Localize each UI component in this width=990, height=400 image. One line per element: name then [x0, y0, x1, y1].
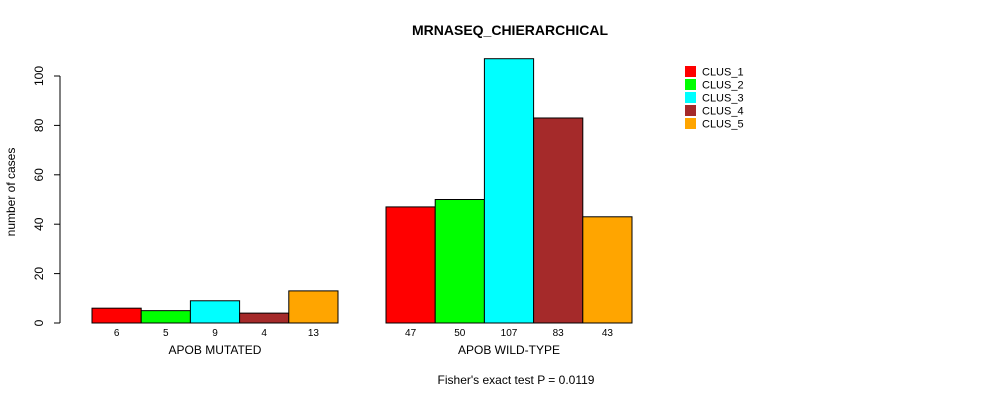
- legend-swatch: [685, 105, 696, 116]
- bar-value-label: 9: [212, 328, 218, 339]
- legend-label: CLUS_1: [702, 67, 744, 79]
- legend-swatch: [685, 92, 696, 103]
- group-label: APOB MUTATED: [169, 343, 262, 357]
- bar-value-label: 13: [308, 328, 320, 339]
- y-tick-label: 80: [32, 118, 46, 132]
- y-tick-label: 0: [32, 319, 46, 326]
- legend-swatch: [685, 118, 696, 129]
- y-tick-label: 20: [32, 267, 46, 281]
- bars: [91, 58, 633, 324]
- bar: [533, 117, 584, 324]
- group-label: APOB WILD-TYPE: [458, 343, 560, 357]
- bar-value-label: 43: [602, 328, 614, 339]
- y-tick-label: 40: [32, 217, 46, 231]
- bar: [288, 290, 339, 324]
- y-tick-label: 100: [32, 66, 46, 86]
- bar-value-label: 107: [501, 328, 518, 339]
- bar: [140, 310, 191, 324]
- legend-label: CLUS_5: [702, 119, 744, 131]
- bar: [483, 58, 535, 324]
- footnote: Fisher's exact test P = 0.0119: [438, 373, 595, 387]
- bar-value-label: 50: [454, 328, 466, 339]
- bar-value-label: 47: [405, 328, 417, 339]
- y-axis-label: number of cases: [4, 148, 18, 237]
- bar: [189, 300, 241, 324]
- bar-value-label: 5: [163, 328, 169, 339]
- value-labels: 6 5 9 4 13 47 50 107 83 43: [114, 328, 614, 339]
- bar: [239, 312, 290, 324]
- y-tick-label: 60: [32, 168, 46, 182]
- legend-swatch: [685, 66, 696, 77]
- chart-title: MRNASEQ_CHIERARCHICAL: [412, 22, 608, 38]
- bar-value-label: 6: [114, 328, 120, 339]
- group-labels: APOB MUTATED APOB WILD-TYPE: [169, 343, 560, 357]
- bar: [434, 199, 485, 324]
- legend-label: CLUS_2: [702, 80, 744, 92]
- bar: [582, 216, 633, 324]
- legend-label: CLUS_4: [702, 106, 744, 118]
- bar-value-label: 83: [553, 328, 565, 339]
- legend-label: CLUS_3: [702, 93, 744, 105]
- bar: [91, 307, 142, 324]
- bar-value-label: 4: [261, 328, 267, 339]
- y-axis: 0 20 40 60 80 100: [32, 66, 61, 326]
- bar: [385, 206, 436, 324]
- legend-swatch: [685, 79, 696, 90]
